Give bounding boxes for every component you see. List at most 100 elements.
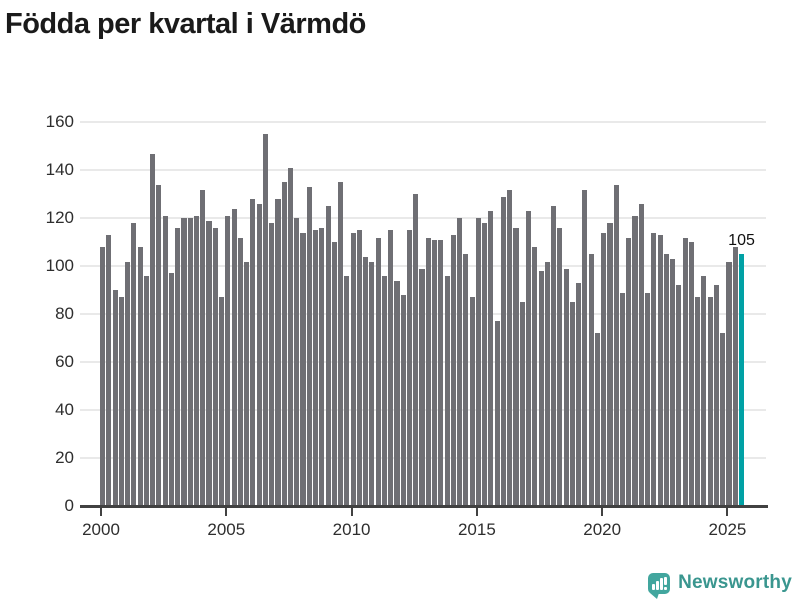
y-axis-tick-label: 20 bbox=[55, 448, 74, 468]
x-axis-tick-label: 2000 bbox=[82, 520, 120, 539]
bar bbox=[588, 254, 594, 506]
bar bbox=[306, 187, 312, 506]
bar bbox=[356, 230, 362, 506]
bar bbox=[413, 194, 419, 506]
bar bbox=[106, 235, 112, 506]
bar bbox=[381, 275, 387, 506]
bar bbox=[312, 230, 319, 506]
bar bbox=[707, 297, 713, 506]
bar bbox=[350, 232, 356, 506]
bar bbox=[544, 261, 550, 506]
bar bbox=[331, 242, 337, 506]
bar bbox=[219, 297, 225, 506]
bar bbox=[457, 218, 463, 506]
bar bbox=[519, 302, 525, 506]
bar bbox=[676, 285, 682, 506]
bar bbox=[156, 184, 162, 506]
bar bbox=[645, 292, 651, 506]
bar bbox=[200, 189, 206, 506]
bar bbox=[206, 220, 212, 506]
chart-title: Födda per kvartal i Värmdö bbox=[5, 8, 366, 40]
bar bbox=[375, 237, 381, 506]
logo-exclamation-line bbox=[664, 576, 668, 585]
y-gridline bbox=[80, 265, 766, 268]
y-axis-tick-label: 80 bbox=[55, 304, 74, 324]
bar bbox=[425, 237, 431, 506]
bar bbox=[231, 208, 237, 506]
bar bbox=[607, 223, 613, 506]
bar bbox=[626, 237, 632, 506]
bar bbox=[663, 254, 669, 506]
bar bbox=[651, 232, 657, 506]
bar bbox=[388, 230, 394, 506]
bar bbox=[563, 268, 569, 506]
bar bbox=[287, 168, 294, 506]
y-axis-tick-label: 0 bbox=[64, 496, 74, 515]
y-axis-tick-label: 120 bbox=[45, 208, 74, 228]
bar bbox=[507, 189, 513, 506]
bar bbox=[406, 230, 413, 506]
bar bbox=[594, 333, 600, 506]
bar bbox=[369, 261, 375, 506]
bar bbox=[532, 247, 538, 506]
x-axis-tick-label: 2005 bbox=[207, 520, 246, 539]
logo-bar-tall bbox=[660, 577, 664, 590]
bar bbox=[275, 199, 281, 506]
bar bbox=[682, 237, 688, 506]
bar bbox=[713, 285, 720, 506]
bar bbox=[488, 211, 494, 506]
x-axis-tick-label: 2025 bbox=[708, 520, 747, 539]
bar bbox=[256, 203, 262, 506]
bar bbox=[569, 302, 575, 506]
bar bbox=[168, 273, 174, 506]
bar bbox=[525, 211, 532, 506]
bar bbox=[300, 232, 306, 506]
newsworthy-bubble-chart-icon bbox=[648, 572, 671, 599]
x-axis-tick bbox=[225, 508, 228, 516]
bar bbox=[344, 275, 350, 506]
bar bbox=[688, 242, 694, 506]
bar bbox=[619, 292, 626, 506]
bar bbox=[432, 239, 438, 506]
bar bbox=[175, 227, 181, 506]
x-axis-tick bbox=[726, 508, 729, 516]
bar bbox=[244, 261, 250, 506]
bar bbox=[363, 256, 369, 506]
bar bbox=[670, 259, 676, 506]
bar bbox=[613, 184, 619, 506]
bar bbox=[269, 223, 275, 506]
y-gridline bbox=[80, 121, 766, 124]
bar bbox=[557, 227, 563, 506]
bar bbox=[582, 189, 588, 506]
bar bbox=[638, 203, 644, 506]
bar bbox=[325, 206, 331, 506]
y-gridline bbox=[80, 217, 766, 220]
x-axis-tick bbox=[475, 508, 478, 516]
bar bbox=[225, 215, 231, 506]
logo-bar-small bbox=[652, 583, 656, 590]
bar bbox=[450, 235, 456, 506]
bar bbox=[438, 239, 444, 506]
bar bbox=[732, 247, 738, 506]
x-axis-tick-label: 2020 bbox=[583, 520, 622, 539]
bar bbox=[695, 297, 701, 506]
newsworthy-logo-text: Newsworthy bbox=[678, 572, 792, 593]
bar bbox=[701, 275, 707, 506]
bar bbox=[632, 215, 638, 506]
bar bbox=[469, 297, 475, 506]
bar bbox=[131, 223, 137, 506]
bar bbox=[601, 232, 607, 506]
bar bbox=[181, 218, 187, 506]
bar bbox=[475, 218, 481, 506]
y-gridline bbox=[80, 169, 766, 172]
x-axis-tick-label: 2010 bbox=[332, 520, 371, 539]
y-axis-tick-label: 140 bbox=[45, 160, 74, 180]
bar bbox=[212, 227, 218, 506]
bar bbox=[319, 227, 325, 506]
speech-bubble-tail bbox=[650, 592, 660, 599]
bar bbox=[150, 153, 156, 506]
bar bbox=[143, 275, 149, 506]
bar bbox=[125, 261, 131, 506]
bar bbox=[463, 254, 469, 506]
